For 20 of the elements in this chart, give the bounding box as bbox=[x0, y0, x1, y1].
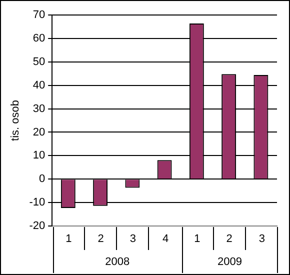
text: 2009 bbox=[216, 254, 244, 270]
y-tick-label: -10 bbox=[29, 196, 46, 209]
x-tick-label: 3 bbox=[117, 227, 150, 250]
x-tick-label: 1 bbox=[53, 227, 86, 250]
x-tick-label: 2 bbox=[85, 227, 118, 250]
x-tick-label: 4 bbox=[161, 232, 170, 246]
y-tick-label: 20 bbox=[32, 126, 46, 138]
y-tick-label: 50 bbox=[32, 56, 46, 68]
y-axis-title: tis. osob bbox=[10, 100, 22, 141]
y-tick-label: 0 bbox=[38, 173, 46, 186]
x-tick-label: 1 bbox=[182, 227, 214, 250]
y-tick-label: 40 bbox=[32, 79, 46, 92]
y-tick-label: 70 bbox=[32, 9, 46, 22]
x-tick-label: 3 bbox=[258, 232, 266, 246]
x-tick-label: 2 bbox=[214, 227, 246, 250]
y-tick-label: 10 bbox=[32, 150, 46, 162]
text: 2008 bbox=[104, 254, 131, 270]
y-tick-label: -20 bbox=[29, 220, 46, 232]
y-tick-label: 30 bbox=[32, 102, 46, 115]
y-tick-label: 60 bbox=[32, 32, 46, 44]
